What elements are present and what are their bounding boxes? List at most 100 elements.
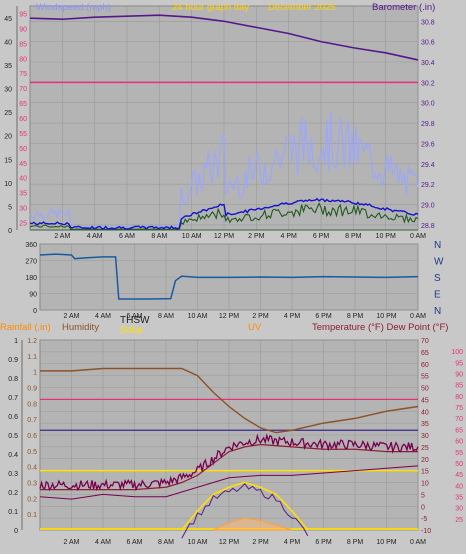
rainfall-tick-label: 0.6 — [8, 414, 18, 421]
x-tick-label: 6 AM — [127, 539, 143, 546]
direction-tick-label: 0 — [33, 308, 37, 315]
windspeed-tick-label: 75 — [19, 71, 27, 78]
outer-right-tick-label: 90 — [455, 372, 463, 379]
outer-tick-label: 0 — [8, 228, 12, 235]
solar-label: Solar — [120, 325, 144, 336]
rainfall-tick-label: 0.1 — [8, 509, 18, 516]
outer-tick-label: 30 — [4, 87, 12, 94]
rainfall-tick-label: 0.8 — [8, 376, 18, 383]
x-tick-label: 2 AM — [64, 313, 80, 320]
windspeed-tick-label: 45 — [19, 161, 27, 168]
temperature-tick-label: 55 — [421, 374, 429, 381]
humidity-tick-label: 1 — [33, 370, 37, 377]
outer-right-tick-label: 80 — [455, 394, 463, 401]
x-tick-label: 4 AM — [95, 539, 111, 546]
windspeed-tick-label: 60 — [19, 116, 27, 123]
humidity-tick-label: 1.2 — [27, 338, 37, 345]
temperature-axis-title: Temperature (°F) Dew Point (°F) — [312, 322, 448, 333]
humidity-line — [40, 367, 419, 434]
rainfall-tick-label: 0 — [14, 528, 18, 535]
outer-right-tick-label: 60 — [455, 439, 463, 446]
compass-label: N — [434, 306, 441, 317]
outer-tick-label: 10 — [4, 181, 12, 188]
x-tick-label: 4 PM — [280, 233, 297, 240]
direction-tick-label: 90 — [29, 292, 37, 299]
direction-tick-label: 270 — [25, 259, 37, 266]
barometer-tick-label: 29.2 — [421, 182, 435, 189]
x-tick-label: 8 AM — [158, 313, 174, 320]
x-tick-label: 12 PM — [219, 313, 239, 320]
rainfall-tick-label: 0.2 — [8, 490, 18, 497]
barometer-line — [29, 14, 419, 61]
x-tick-label: 2 PM — [252, 313, 269, 320]
x-tick-label: 12 PM — [214, 233, 234, 240]
humidity-tick-label: 0.8 — [27, 401, 37, 408]
x-tick-label: 4 AM — [87, 233, 103, 240]
x-tick-label: 6 AM — [119, 233, 135, 240]
x-tick-label: 0 AM — [410, 539, 426, 546]
axis-ticks: 28.8 29.0 29.2 29.4 29.6 29.8 30.0 30.2 30.4 30.6… — [4, 6, 463, 546]
x-tick-label: 10 AM — [188, 539, 208, 546]
outer-right-tick-label: 95 — [455, 360, 463, 367]
windspeed-tick-label: 55 — [19, 131, 27, 138]
humidity-tick-label: 0.9 — [27, 386, 37, 393]
rainfall-tick-label: 0.3 — [8, 471, 18, 478]
windspeed-tick-label: 25 — [19, 221, 27, 228]
rainfall-tick-label: 0.7 — [8, 395, 18, 402]
date-label: December 2025 — [268, 2, 336, 13]
x-tick-label: 8 PM — [345, 233, 362, 240]
x-tick-label: 0 AM — [410, 233, 426, 240]
rainfall-tick-label: 0.4 — [8, 452, 18, 459]
windspeed-tick-label: 70 — [19, 86, 27, 93]
temperature-tick-label: 5 — [421, 492, 425, 499]
outer-right-tick-label: 70 — [455, 416, 463, 423]
direction-tick-label: 360 — [25, 242, 37, 249]
windspeed-tick-label: 30 — [19, 206, 27, 213]
x-tick-label: 2 AM — [64, 539, 80, 546]
humidity-tick-label: 1.1 — [27, 354, 37, 361]
windspeed-tick-label: 50 — [19, 146, 27, 153]
windspeed-tick-label: 90 — [19, 26, 27, 33]
x-tick-label: 8 PM — [347, 313, 364, 320]
compass-label: E — [434, 290, 441, 301]
compass-label: W — [434, 257, 444, 268]
temperature-tick-label: -10 — [421, 528, 431, 535]
humidity-tick-label: 0.1 — [27, 512, 37, 519]
period-label: 24 hour graph day — [172, 2, 249, 13]
humidity-tick-label: 0.3 — [27, 481, 37, 488]
temperature-tick-label: 30 — [421, 433, 429, 440]
data-series — [29, 14, 419, 539]
x-tick-label: 10 AM — [182, 233, 202, 240]
x-tick-label: 6 PM — [315, 313, 332, 320]
direction-tick-label: 180 — [25, 275, 37, 282]
temperature-tick-label: 10 — [421, 481, 429, 488]
x-tick-label: 8 AM — [158, 539, 174, 546]
windspeed-tick-label: 35 — [19, 191, 27, 198]
x-tick-label: 10 AM — [188, 313, 208, 320]
windspeed-tick-label: 65 — [19, 101, 27, 108]
temperature-tick-label: 0 — [421, 504, 425, 511]
uv-area — [213, 517, 293, 531]
rainfall-tick-label: 0.5 — [8, 433, 18, 440]
x-tick-label: 0 AM — [410, 313, 426, 320]
humidity-axis-title: Humidity — [62, 322, 99, 333]
temperature-tick-label: 40 — [421, 409, 429, 416]
x-tick-label: 6 PM — [313, 233, 330, 240]
outer-tick-label: 45 — [4, 16, 12, 23]
outer-right-tick-label: 40 — [455, 483, 463, 490]
barometer-tick-label: 29.0 — [421, 203, 435, 210]
temperature-tick-label: 50 — [421, 386, 429, 393]
temperature-tick-label: 35 — [421, 421, 429, 428]
outer-right-tick-label: 25 — [455, 517, 463, 524]
temperature-tick-label: 60 — [421, 362, 429, 369]
barometer-tick-label: 30.2 — [421, 80, 435, 87]
x-tick-label: 4 PM — [284, 539, 301, 546]
x-tick-label: 6 AM — [127, 313, 143, 320]
rainfall-tick-label: 1 — [14, 338, 18, 345]
thsw-noisy-trace — [39, 433, 419, 492]
temperature-tick-label: 65 — [421, 350, 429, 357]
solar-arc — [181, 481, 309, 531]
outer-right-tick-label: 35 — [455, 494, 463, 501]
temperature-tick-label: 15 — [421, 469, 429, 476]
x-tick-label: 12 PM — [219, 539, 239, 546]
